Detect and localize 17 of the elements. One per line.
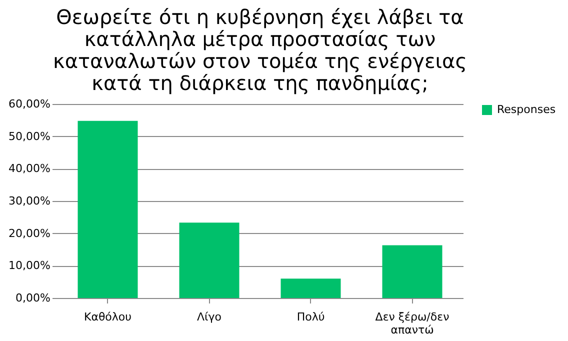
y-tick-label: 40,00% (8, 162, 50, 176)
x-tick-label: Δεν ξέρω/δεν απαντώ (375, 310, 450, 336)
chart-title: Θεωρείτε ότι η κυβέρνηση έχει λάβει τα κατάλληλα μέτρα προστασίας των καταναλωτών στον τομέα της ενέργειας κατά τη διάρκεια της πανδημίας; (53, 5, 467, 95)
y-tick-label: 60,00% (8, 98, 50, 110)
bar (280, 278, 341, 298)
y-tick-label: 30,00% (8, 194, 50, 208)
bar (382, 245, 442, 298)
x-tick-label: Λίγο (197, 310, 222, 324)
bar (179, 222, 240, 298)
legend-label: Responses (497, 103, 556, 116)
y-tick-label: 20,00% (8, 226, 50, 240)
bar (78, 120, 138, 298)
y-tick-label: 0,00% (16, 292, 50, 304)
y-tick-label: 10,00% (8, 259, 50, 272)
x-tick-label: Καθόλου (84, 310, 132, 324)
x-tick-label: Πολύ (296, 310, 325, 324)
y-tick-label: 50,00% (8, 130, 50, 143)
